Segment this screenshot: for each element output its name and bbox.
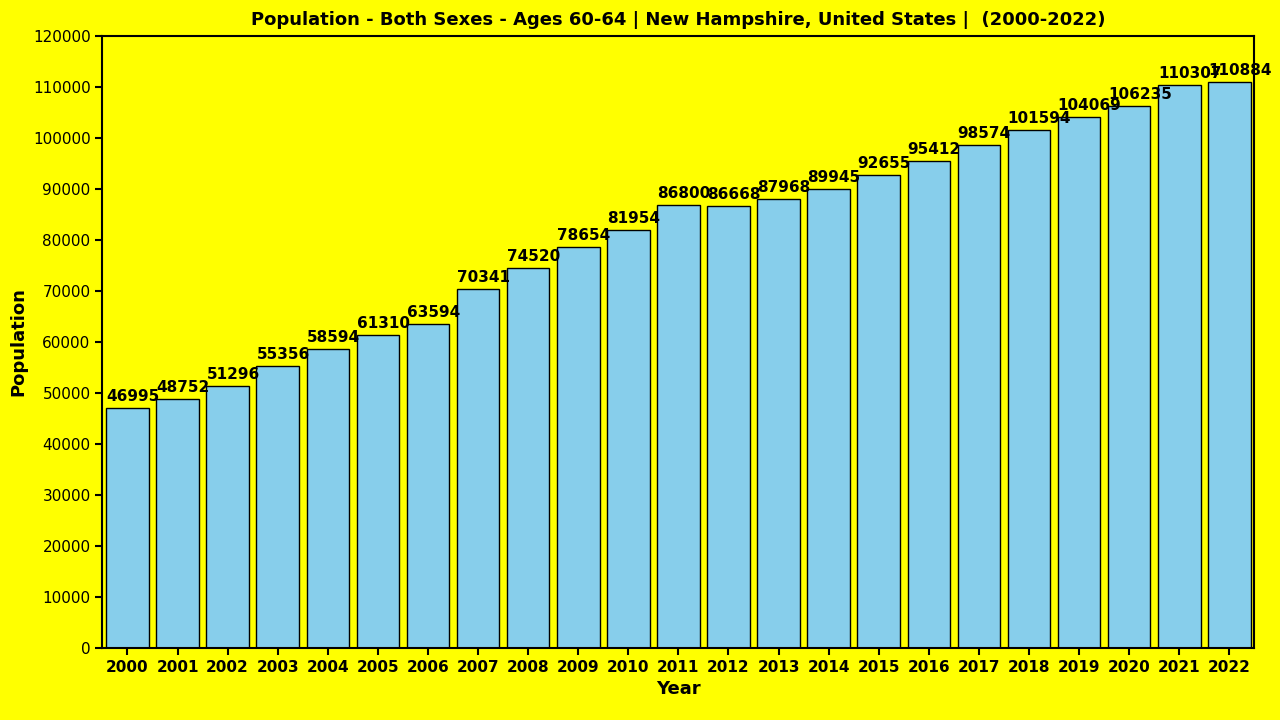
Bar bbox=[306, 349, 349, 648]
Bar bbox=[1158, 86, 1201, 648]
Bar bbox=[457, 289, 499, 648]
Text: 58594: 58594 bbox=[306, 330, 360, 345]
X-axis label: Year: Year bbox=[657, 680, 700, 698]
Bar bbox=[957, 145, 1000, 648]
Bar bbox=[1108, 107, 1151, 648]
Text: 51296: 51296 bbox=[206, 367, 260, 382]
Text: 95412: 95412 bbox=[908, 143, 961, 157]
Bar bbox=[758, 199, 800, 648]
Bar bbox=[1208, 83, 1251, 648]
Text: 74520: 74520 bbox=[507, 249, 561, 264]
Bar bbox=[106, 408, 148, 648]
Text: 55356: 55356 bbox=[256, 346, 310, 361]
Bar bbox=[1057, 117, 1101, 648]
Text: 48752: 48752 bbox=[156, 380, 210, 395]
Text: 104069: 104069 bbox=[1057, 98, 1121, 113]
Title: Population - Both Sexes - Ages 60-64 | New Hampshire, United States |  (2000-202: Population - Both Sexes - Ages 60-64 | N… bbox=[251, 11, 1106, 29]
Bar bbox=[1007, 130, 1051, 648]
Bar bbox=[657, 205, 700, 648]
Text: 92655: 92655 bbox=[858, 156, 911, 171]
Text: 81954: 81954 bbox=[607, 211, 660, 226]
Text: 78654: 78654 bbox=[557, 228, 611, 243]
Bar bbox=[507, 268, 549, 648]
Text: 86800: 86800 bbox=[657, 186, 710, 201]
Text: 89945: 89945 bbox=[808, 170, 860, 185]
Text: 106235: 106235 bbox=[1108, 87, 1171, 102]
Bar bbox=[707, 206, 750, 648]
Bar bbox=[156, 400, 198, 648]
Text: 110884: 110884 bbox=[1208, 63, 1271, 78]
Bar bbox=[557, 247, 599, 648]
Bar bbox=[808, 189, 850, 648]
Bar bbox=[256, 366, 300, 648]
Text: 101594: 101594 bbox=[1007, 111, 1071, 126]
Text: 86668: 86668 bbox=[707, 187, 760, 202]
Text: 110307: 110307 bbox=[1158, 66, 1221, 81]
Bar bbox=[858, 176, 900, 648]
Text: 70341: 70341 bbox=[457, 270, 509, 285]
Y-axis label: Population: Population bbox=[9, 287, 27, 397]
Text: 61310: 61310 bbox=[357, 316, 410, 331]
Bar bbox=[607, 230, 649, 648]
Bar bbox=[407, 324, 449, 648]
Bar bbox=[206, 387, 248, 648]
Text: 63594: 63594 bbox=[407, 305, 460, 320]
Text: 98574: 98574 bbox=[957, 126, 1011, 141]
Text: 46995: 46995 bbox=[106, 390, 160, 404]
Text: 87968: 87968 bbox=[758, 180, 810, 195]
Bar bbox=[357, 336, 399, 648]
Bar bbox=[908, 161, 950, 648]
